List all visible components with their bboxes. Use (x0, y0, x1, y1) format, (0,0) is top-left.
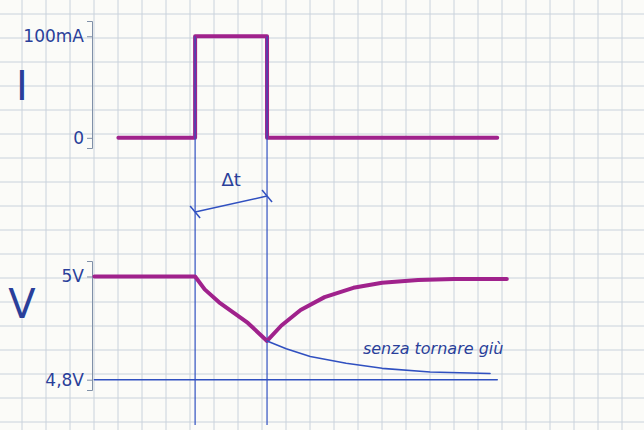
paper-line (190, 0, 191, 430)
data-line (94, 276, 506, 341)
paper-line (598, 0, 599, 430)
paper-line (0, 302, 644, 303)
paper-line (70, 0, 71, 430)
data-line (118, 36, 497, 138)
paper-grid (0, 0, 644, 430)
tick-mark (87, 36, 92, 37)
tick-mark (87, 380, 92, 381)
paper-line (430, 0, 431, 430)
axis-title: I (16, 63, 28, 109)
guide-line (266, 36, 267, 425)
paper-line (214, 0, 215, 430)
paper-line (0, 206, 644, 207)
paper-line (454, 0, 455, 430)
paper-line (574, 0, 575, 430)
panel: 0 100mA I (16, 22, 497, 149)
paper-line (0, 422, 644, 423)
tick: 4,8V (45, 370, 92, 390)
paper-line (0, 182, 644, 183)
axis-title: V (8, 281, 36, 327)
paper-line (94, 0, 95, 430)
paper-line (622, 0, 623, 430)
axis-line (87, 262, 93, 391)
annotation-text: Δt (221, 169, 240, 190)
bracket-tick (262, 190, 272, 202)
paper-line (0, 230, 644, 231)
paper-line (502, 0, 503, 430)
paper-line (0, 398, 644, 399)
paper-line (0, 350, 644, 351)
paper-line (334, 0, 335, 430)
tick-mark (87, 138, 92, 139)
paper-line (262, 0, 263, 430)
paper-line (382, 0, 383, 430)
paper-line (46, 0, 47, 430)
figure: 0 100mA I Δt 4,8V 5V Vsenza tornare giù (0, 0, 644, 430)
y-axis: 0 100mA (23, 22, 92, 149)
paper-line (0, 86, 644, 87)
paper-line (238, 0, 239, 430)
series-group (118, 36, 497, 138)
paper-line (0, 254, 644, 255)
paper-line (310, 0, 311, 430)
bracket (195, 196, 267, 212)
tick-label: 0 (73, 128, 84, 148)
paper-line (0, 326, 644, 327)
annotation-text: senza tornare giù (363, 339, 503, 358)
paper-line (0, 38, 644, 39)
paper-line (118, 0, 119, 430)
guide-line (195, 36, 196, 425)
paper-line (550, 0, 551, 430)
paper-line (142, 0, 143, 430)
paper-line (0, 158, 644, 159)
y-axis: 4,8V 5V (45, 262, 92, 391)
tick-label: 100mA (23, 26, 84, 46)
paper-line (286, 0, 287, 430)
paper-line (0, 110, 644, 111)
tick: 0 (73, 128, 92, 148)
axis-line (87, 22, 93, 149)
paper-line (406, 0, 407, 430)
tick: 100mA (23, 26, 92, 46)
paper-line (478, 0, 479, 430)
paper-line (0, 374, 644, 375)
paper-line (526, 0, 527, 430)
paper-line (0, 62, 644, 63)
tick: 5V (62, 266, 92, 286)
paper-line (0, 134, 644, 135)
bracket-tick (190, 206, 200, 218)
paper-line (0, 14, 644, 15)
tick-label: 5V (62, 266, 85, 286)
tick-mark (87, 276, 92, 277)
interval-annotation: Δt (190, 36, 272, 425)
tick-label: 4,8V (45, 370, 84, 390)
series-group (94, 276, 506, 379)
panel: 4,8V 5V V (8, 262, 507, 391)
data-line (94, 379, 497, 381)
paper-line (166, 0, 167, 430)
